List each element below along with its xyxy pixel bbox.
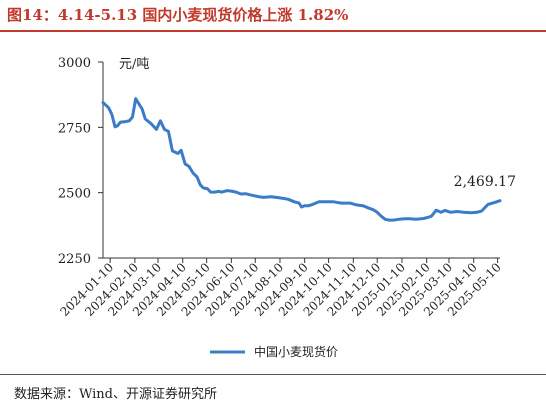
- y-axis-unit-label: 元/吨: [119, 57, 149, 72]
- series-line-wheat-spot-price: [101, 97, 502, 222]
- footer-divider: [0, 374, 546, 375]
- y-tick-label: 2500: [58, 187, 91, 202]
- legend: 中国小麦现货价: [210, 344, 338, 359]
- chart-title: 图14：4.14-5.13 国内小麦现货价格上涨 1.82%: [7, 6, 349, 24]
- legend-label: 中国小麦现货价: [254, 344, 338, 359]
- y-tick-label: 2750: [58, 121, 91, 136]
- line-chart: 2250 2500 2750 3000 2024-01-102024-02-10202…: [57, 56, 516, 359]
- y-tick-label: 3000: [58, 56, 91, 71]
- y-axis: 2250 2500 2750 3000: [58, 56, 104, 267]
- x-axis: 2024-01-102024-02-102024-03-102024-04-10…: [57, 257, 504, 319]
- source-note: 数据来源：Wind、开源证券研究所: [14, 387, 217, 402]
- last-value-annotation: 2,469.17: [454, 174, 516, 190]
- y-tick-label: 2250: [58, 252, 91, 267]
- title-divider: [0, 30, 546, 32]
